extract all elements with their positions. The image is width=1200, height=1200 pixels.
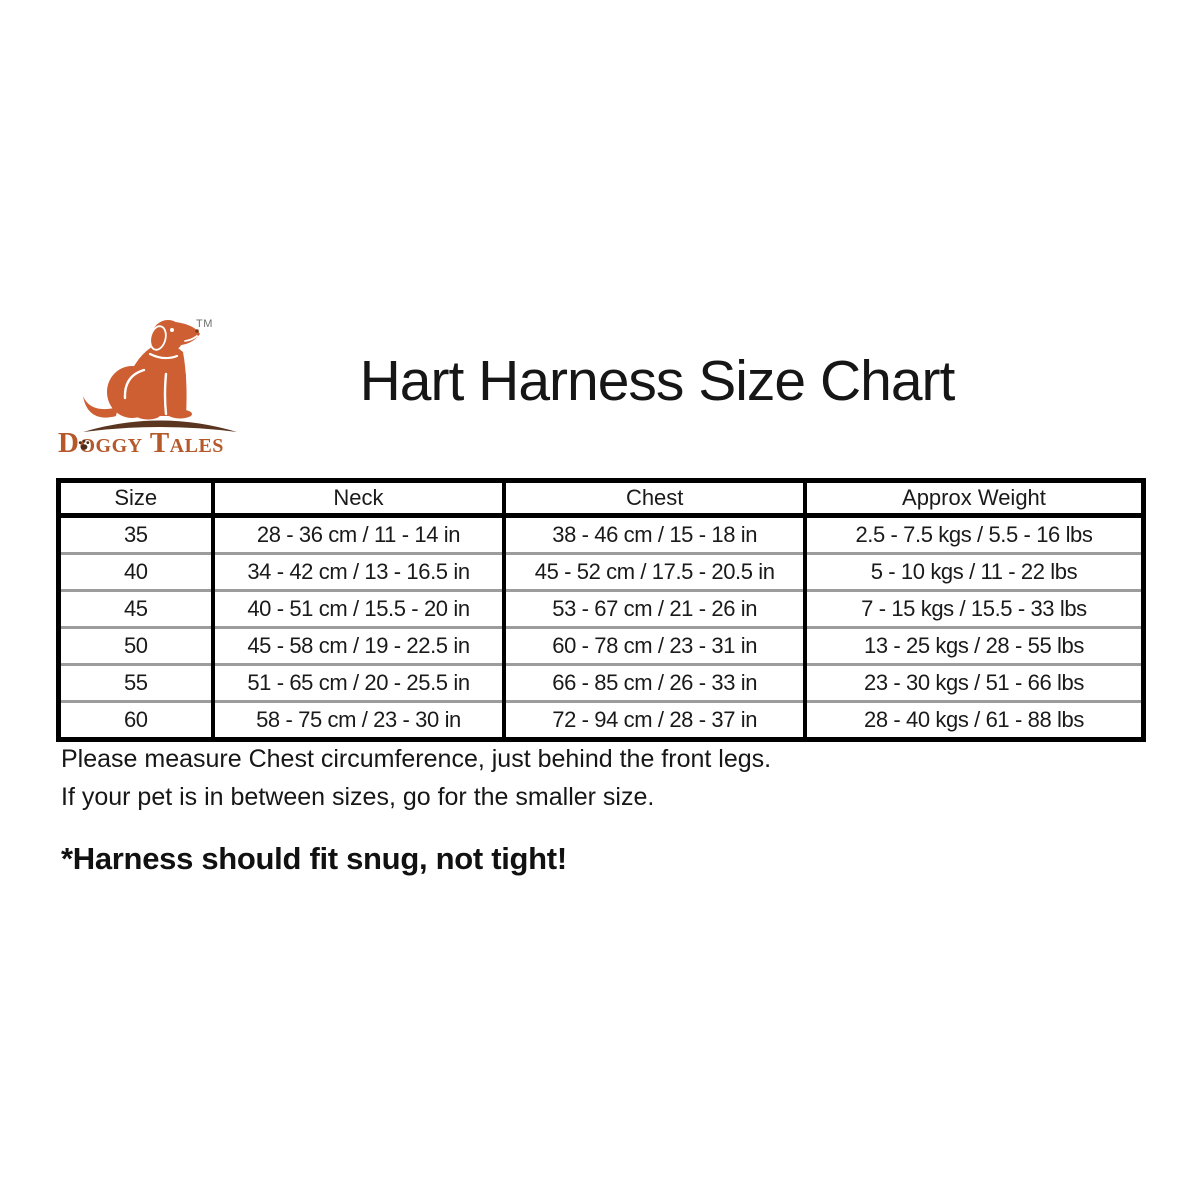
table-cell: 7 - 15 kgs / 15.5 - 33 lbs: [802, 589, 1144, 628]
table-cell: 34 - 42 cm / 13 - 16.5 in: [210, 552, 505, 591]
measure-note: Please measure Chest circumference, just…: [61, 745, 772, 773]
table-cell: 55: [58, 663, 213, 702]
table-header-row: Size Neck Chest Approx Weight: [58, 480, 1144, 518]
table-cell: 53 - 67 cm / 21 - 26 in: [502, 589, 805, 628]
size-table: Size Neck Chest Approx Weight 35 28 - 36 cm …: [56, 478, 1146, 742]
sitting-dog-icon: [83, 320, 237, 432]
table-row-size-50: 50 45 - 58 cm / 19 - 22.5 in 60 - 78 cm / …: [58, 626, 1144, 665]
page-title: Hart Harness Size Chart: [359, 349, 956, 413]
table-cell: 50: [58, 626, 213, 665]
between-sizes-note: If your pet is in between sizes, go for …: [61, 783, 655, 811]
table-cell: 2.5 - 7.5 kgs / 5.5 - 16 lbs: [802, 515, 1144, 554]
table-cell: 40 - 51 cm / 15.5 - 20 in: [210, 589, 505, 628]
table-cell: 45 - 58 cm / 19 - 22.5 in: [210, 626, 505, 665]
table-cell: 38 - 46 cm / 15 - 18 in: [502, 515, 805, 554]
brand-wordmark: Doggy Tales: [58, 428, 224, 458]
table-cell: 51 - 65 cm / 20 - 25.5 in: [210, 663, 505, 702]
table-cell: 23 - 30 kgs / 51 - 66 lbs: [802, 663, 1144, 702]
table-row-size-45: 45 40 - 51 cm / 15.5 - 20 in 53 - 67 cm / …: [58, 589, 1144, 628]
paw-icon: [78, 439, 90, 450]
doggy-tales-logo: TM: [80, 310, 240, 460]
table-cell: 66 - 85 cm / 26 - 33 in: [502, 663, 805, 702]
brand-name-doggy: Doggy: [58, 427, 143, 459]
table-cell: 45 - 52 cm / 17.5 - 20.5 in: [502, 552, 805, 591]
table-cell: 45: [58, 589, 213, 628]
brand-name-tales: Tales: [149, 427, 224, 459]
table-row-size-60: 60 58 - 75 cm / 23 - 30 in 72 - 94 cm / 28…: [58, 700, 1144, 740]
column-header-neck: Neck: [210, 480, 505, 518]
table-cell: 58 - 75 cm / 23 - 30 in: [210, 700, 505, 740]
table-header: Size Neck Chest Approx Weight: [58, 480, 1144, 518]
table-row-size-35: 35 28 - 36 cm / 11 - 14 in 38 - 46 cm / 15…: [59, 515, 1144, 554]
column-header-chest: Chest: [502, 480, 805, 518]
table-cell: 28 - 36 cm / 11 - 14 in: [210, 515, 505, 554]
fit-warning: *Harness should fit snug, not tight!: [61, 841, 567, 876]
trademark-symbol: TM: [196, 318, 213, 330]
table-cell: 28 - 40 kgs / 61 - 88 lbs: [802, 700, 1144, 740]
table-cell: 5 - 10 kgs / 11 - 22 lbs: [802, 552, 1144, 591]
table-cell: 13 - 25 kgs / 28 - 55 lbs: [802, 626, 1144, 665]
table-cell: 60: [58, 700, 213, 740]
measurement-notes: Please measure Chest circumference, just…: [61, 740, 771, 816]
table-cell: 72 - 94 cm / 28 - 37 in: [502, 700, 805, 740]
column-header-approx-weight: Approx Weight: [802, 480, 1144, 518]
table-cell: 40: [58, 552, 213, 591]
column-header-size: Size: [58, 480, 213, 518]
table-row-size-40: 40 34 - 42 cm / 13 - 16.5 in 45 - 52 cm / …: [58, 552, 1144, 591]
table-cell: 35: [123, 522, 148, 547]
table-cell: 60 - 78 cm / 23 - 31 in: [502, 626, 805, 665]
table-body: 35 28 - 36 cm / 11 - 14 in 38 - 46 cm / 15…: [58, 515, 1144, 740]
table-row-size-55: 55 51 - 65 cm / 20 - 25.5 in 66 - 85 cm / …: [58, 663, 1144, 702]
